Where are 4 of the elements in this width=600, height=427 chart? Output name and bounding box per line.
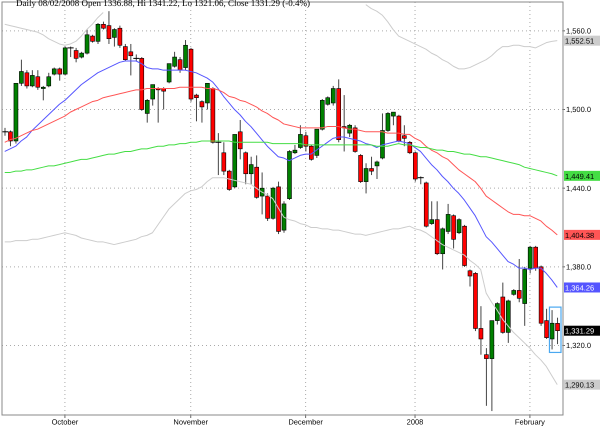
chart-title: Daily 08/02/2008 Open 1336.88, Hi 1341.22, Lo 1321.06, Close 1331.29 (-0.4%) xyxy=(15,0,311,8)
line-series xyxy=(4,177,558,386)
candlestick xyxy=(46,72,52,88)
candlestick xyxy=(374,160,380,180)
